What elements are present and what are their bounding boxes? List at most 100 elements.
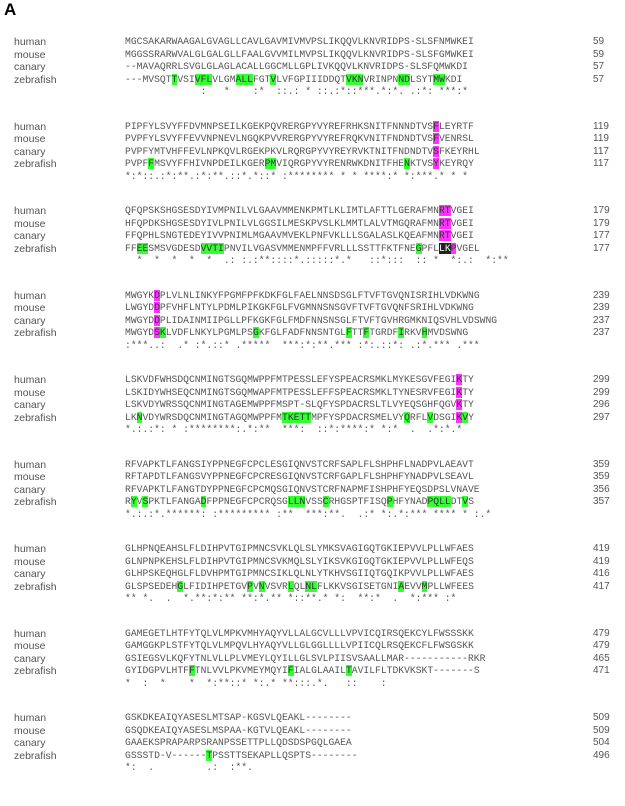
species-name: canary <box>14 737 46 749</box>
highlighted-residue: H <box>421 327 428 338</box>
highlighted-residue: PQLL <box>427 496 451 507</box>
highlighted-residue: F <box>433 133 439 144</box>
species-name: zebrafish <box>14 242 57 255</box>
species-name: canary <box>14 483 46 496</box>
conservation-symbols: * * * * * .: :.:**::::*.:::::*.* ::*::: … <box>125 255 509 266</box>
highlighted-residue: EE <box>136 242 149 254</box>
species-name: canary <box>14 61 46 73</box>
sequence-row-canary: canary LSKVDYWRSSQCNMINGTAGEMWPPFMSPT-SLQ… <box>0 399 625 412</box>
sequence: MWGYKDPLVLNLINKYFPGMFPFKDKFGLFAELNNSDSGL… <box>125 289 480 301</box>
highlighted-residue: K <box>456 374 463 385</box>
species-name: zebrafish <box>14 749 57 762</box>
sequence-row-zebrafish: zebrafish GLSPSEDEHGLFIDIHPETGVPVNVSVRLQL… <box>0 580 625 594</box>
residue-count: 177 <box>593 230 610 241</box>
highlighted-residue: V <box>462 411 469 423</box>
residue-count: 357 <box>593 496 610 507</box>
species-name: human <box>14 543 47 555</box>
residue-count: 359 <box>593 471 610 482</box>
highlighted-residue: T <box>206 749 213 761</box>
highlighted-residue: F <box>433 120 439 132</box>
sequence-row-zebrafish: zebrafish ---MVSQTTVSIVFLVLGMALLFGTVLVFGP… <box>0 73 625 87</box>
sequence: PVPFYLSVYFFEVVNPNEVLNGQKPVVRERGPYVYREFRQ… <box>125 133 474 144</box>
alignment-block: human PIPFYLSVYFFDVMNPSEILKGEKPQVRERGPYVY… <box>0 120 625 184</box>
species-name: zebrafish <box>14 327 57 339</box>
conservation-row: *:*::.:*:**.:*:**.::*.*::* :******** * *… <box>0 171 625 184</box>
sequence-row-zebrafish: zebrafish MWGYDSKLVDFLNKYLPGMLPSGKFGLFADF… <box>0 327 625 340</box>
sequence-row-zebrafish: zebrafish GYIDGPVLHTFFTNLVVLPKVMEYMQYIFIA… <box>0 665 625 678</box>
highlighted-residue: S <box>142 496 149 507</box>
species-name: mouse <box>14 724 46 737</box>
highlighted-residue: T <box>171 73 178 85</box>
sequence-row-canary: canary GLHPSKEQHGLFLDVHPMTGIPMNCSIKLQLNLY… <box>0 568 625 581</box>
highlighted-residue: K <box>456 411 463 423</box>
sequence-row-canary: canary MWGYDDPLIDAINMIIPGLLPFKGKFGLFMDFNN… <box>0 314 625 328</box>
highlighted-residue: Y <box>433 158 440 169</box>
sequence: MGGSSRARWVALGLGALGLLFAALGVVMILMVPSLIKQQV… <box>125 48 474 60</box>
sequence: GSQDKEAIQYASESLMSPAA-KGTVLQEAKL-------- <box>125 724 352 736</box>
alignment-block: human GAMEGETLHTFYTQLVLMPKVMHYAQYVLLALGCV… <box>0 628 625 691</box>
species-name: mouse <box>14 217 46 230</box>
sequence: GLNPNPKEHSLFLDIHPVTGIPMNCSVKMQLSLYIKSVKG… <box>125 555 474 567</box>
highlighted-residue: V <box>427 411 434 423</box>
highlighted-residue: RT <box>438 217 451 229</box>
residue-count: 417 <box>593 580 610 592</box>
residue-count: 297 <box>593 411 610 423</box>
alignment-block: human MWGYKDPLVLNLINKYFPGMFPFKDKFGLFAELNN… <box>0 289 625 353</box>
alignment-block: human GSKDKEAIQYASESLMTSAP-KGSVLQEAKL----… <box>0 712 625 775</box>
sequence-row-human: human PIPFYLSVYFFDVMNPSEILKGEKPQVRERGPYVY… <box>0 120 625 134</box>
sequence: FFQPHLSNGTEDEYIVVPNIMLMGAAVMVEKLPNFVKLLL… <box>125 230 474 241</box>
species-name: mouse <box>14 133 46 145</box>
highlighted-residue: N <box>136 411 143 423</box>
highlighted-residue: T <box>345 665 352 676</box>
species-name: human <box>14 712 47 724</box>
residue-count: 299 <box>593 386 610 398</box>
highlighted-residue: I <box>398 327 405 338</box>
sequence: RFVAPKTLFANGSIYPPNEGFCPCLESGIQNVSTCRFSAP… <box>125 458 474 470</box>
species-name: canary <box>14 145 46 158</box>
conservation-symbols: * : * * *:**::* *:.* **:::.*. :: : <box>125 677 387 689</box>
residue-count: 117 <box>593 158 609 169</box>
sequence: HFQPDKSHGSESDYIVLPNILVLGGSILMESKPVSLKLMM… <box>125 217 474 229</box>
species-name: canary <box>14 652 46 665</box>
sequence: GAMGGKPLSTFYTQLVLMPQVLHYAQYVLLGLGGLLLLVP… <box>125 640 474 651</box>
residue-count: 359 <box>593 458 610 470</box>
species-name: mouse <box>14 302 46 314</box>
sequence-row-mouse: mouse HFQPDKSHGSESDYIVLPNILVLGGSILMESKPVS… <box>0 217 625 231</box>
sequence: GAMEGETLHTFYTQLVLMPKVMHYAQYVLLALGCVLLLVP… <box>125 627 474 639</box>
panel-label: A <box>4 0 17 19</box>
sequence-row-mouse: mouse LSKIDYWHSEQCNMINGTSGQMWAPFMTPESSLEF… <box>0 386 625 400</box>
highlighted-residue: S <box>433 145 439 157</box>
sequence-row-human: human GLHPNQEAHSLFLDIHPVTGIPMNCSVKLQLSLYM… <box>0 543 625 556</box>
species-name: mouse <box>14 386 46 399</box>
residue-count: 496 <box>593 749 610 761</box>
conservation-row: *.:.:*: * :********:.*:** ***: ::*:****:… <box>0 424 625 437</box>
sequence: LWGYDDPFVHFLNTYLPDMLPIKGKFGLFVGMNNSNSGVF… <box>125 302 474 313</box>
sequence-row-mouse: mouse GAMGGKPLSTFYTQLVLMPQVLHYAQYVLLGLGGL… <box>0 640 625 653</box>
sequence-row-zebrafish: zebrafish RYVSPKTLFANGADFPPNEGFCPCRQSGLLN… <box>0 496 625 509</box>
sequence: FFEESMSVGDESDVVTIPNVILVGASVMMENMPFFVRLLL… <box>125 242 480 254</box>
highlighted-residue: K <box>159 327 166 338</box>
species-name: zebrafish <box>14 158 57 170</box>
conservation-row: : * :* ::.: * ::.:*::***.*:*. .:*: ***:* <box>0 86 625 99</box>
highlighted-residue: RT <box>438 205 451 216</box>
highlighted-residue: F <box>363 327 370 338</box>
highlighted-residue: D <box>154 314 160 326</box>
species-name: human <box>14 205 47 217</box>
sequence: GLHPSKEQHGLFLDVHPMTGIPMNCSIKLQLNLYTKHVSG… <box>125 568 474 579</box>
highlighted-residue: G <box>415 242 422 254</box>
sequence-row-mouse: mouse RFTAPDTLFANGSVYPPNEGFCPCRESGIQNVSTC… <box>0 471 625 484</box>
residue-count: 504 <box>593 737 610 748</box>
species-name: human <box>14 36 47 48</box>
alignment-block: human GLHPNQEAHSLFLDIHPVTGIPMNCSVKLQLSLYM… <box>0 543 625 606</box>
highlighted-residue: D <box>154 302 160 313</box>
highlighted-residue: N <box>404 158 410 169</box>
species-name: zebrafish <box>14 496 57 508</box>
highlighted-residue: D <box>154 289 160 301</box>
conservation-symbols: *: . .: :**. <box>125 762 253 773</box>
sequence: RYVSPKTLFANGADFPPNEGFCPCRQSGLLNVSSCRHGSP… <box>125 496 475 507</box>
residue-count: 479 <box>593 627 610 639</box>
sequence-row-mouse: mouse PVPFYLSVYFFEVVNPNEVLNGQKPVVRERGPYVY… <box>0 133 625 146</box>
residue-count: 465 <box>593 652 610 664</box>
sequence: MGCSAKARWAAGALGVAGLLCAVLGAVMIVMVPSLIKQQV… <box>125 36 474 47</box>
highlighted-residue: VVTI <box>200 242 224 254</box>
